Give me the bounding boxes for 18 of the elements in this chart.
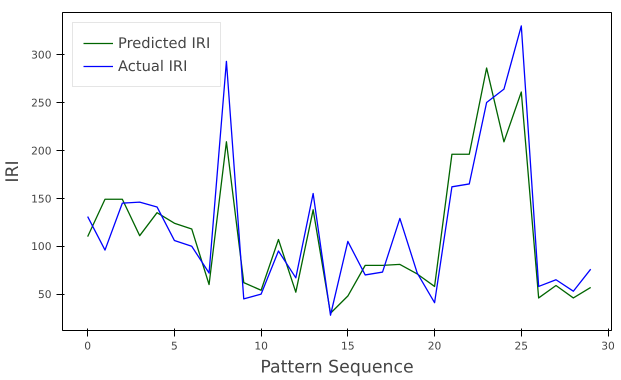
y-tick-label: 300 — [31, 48, 52, 62]
x-tick-label: 10 — [254, 340, 268, 352]
x-tick-label: 0 — [84, 340, 92, 352]
y-tick-label: 200 — [31, 144, 52, 158]
x-tick-label: 15 — [341, 340, 355, 352]
x-tick-label: 30 — [601, 340, 616, 352]
x-tick-label: 5 — [170, 340, 178, 352]
x-tick-label: 25 — [514, 340, 528, 352]
y-tick-label: 50 — [38, 288, 52, 302]
legend-label: Predicted IRI — [118, 34, 210, 52]
y-tick-label: 150 — [31, 192, 52, 206]
y-axis-title: IRI — [3, 160, 24, 183]
legend-label: Actual IRI — [118, 58, 188, 74]
x-tick-label: 20 — [428, 340, 442, 352]
line-series — [87, 25, 592, 316]
x-axis-title: Pattern Sequence — [260, 358, 414, 378]
y-tick-label: 250 — [31, 96, 52, 110]
y-tick-label: 100 — [31, 240, 52, 254]
